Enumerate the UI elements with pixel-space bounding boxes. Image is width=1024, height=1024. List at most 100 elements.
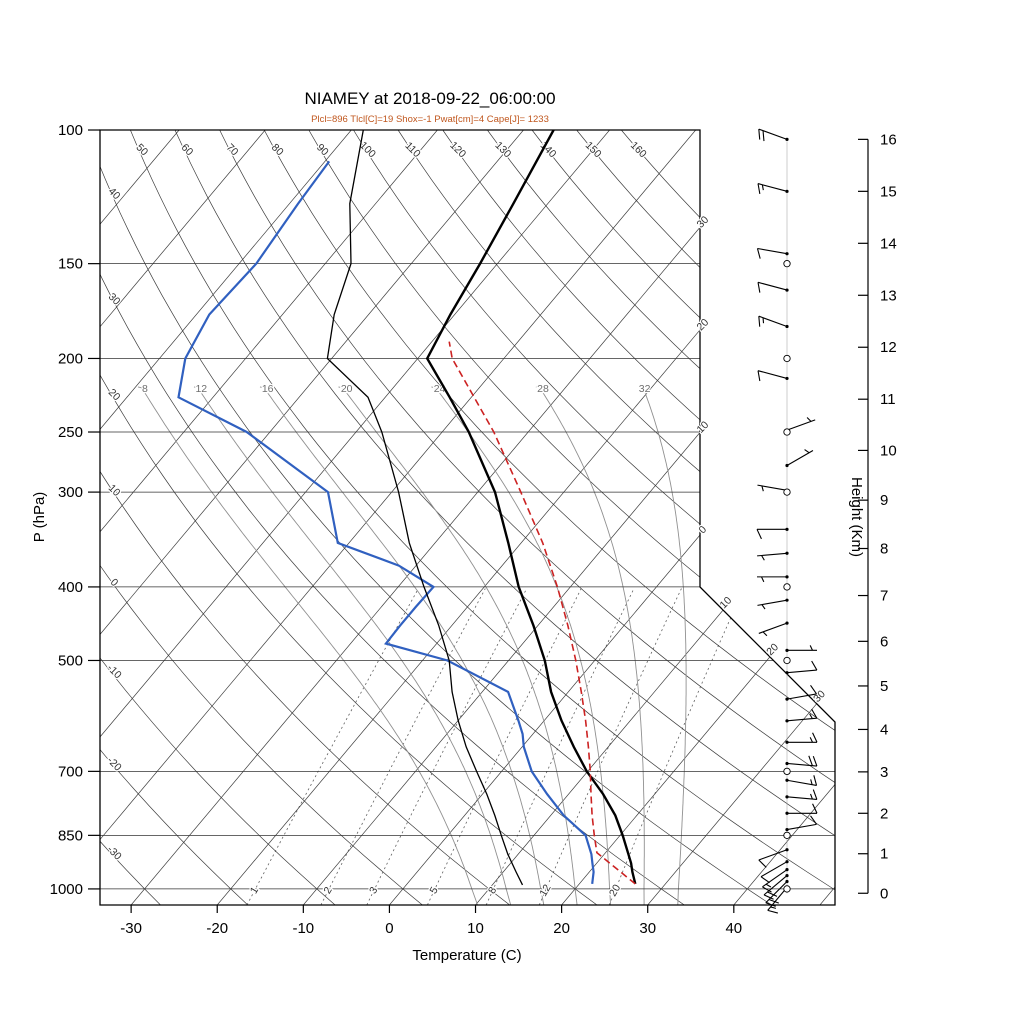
isotherm-lines-part: [100, 130, 266, 905]
mandatory-level-circle: [783, 885, 791, 893]
wind-barb: [757, 281, 788, 291]
wind-barb-column-part: [762, 886, 772, 893]
dry-adiabat-lines-part: [100, 130, 336, 905]
wind-barb-column-part: [810, 793, 813, 800]
temperature-tick-label: -20: [206, 920, 228, 937]
wind-barb-column-part: [804, 449, 810, 454]
wind-barb-column-part: [761, 485, 764, 492]
wind-barb-column-part: [758, 316, 761, 327]
dry-adiabat-lines-part: [398, 130, 835, 905]
wind-barb-column-part: [810, 815, 817, 825]
isotherm-lines-part: [100, 130, 438, 905]
height-tick-label: 11: [880, 391, 896, 408]
mixing-ratio-lines-part: [608, 588, 745, 905]
wind-barb-column-part: [757, 183, 761, 195]
background-labels-part: 10: [695, 419, 712, 436]
parcel-curve: [448, 341, 636, 885]
isotherm-lines-part: [561, 130, 835, 905]
pressure-tick-label: 400: [58, 579, 83, 596]
temperature-tick-label: 40: [725, 920, 742, 937]
temperature-tick-label: 10: [467, 920, 484, 937]
moist-adiabat-lines-part: [338, 386, 578, 905]
height-tick-label: 4: [880, 721, 888, 738]
moist-adiabat-lines-part: [137, 386, 479, 905]
dry-adiabat-lines-part: [130, 130, 835, 905]
background-labels-part: 32: [639, 383, 651, 395]
mandatory-level-circle: [783, 354, 791, 363]
height-tick-label: 10: [880, 442, 897, 459]
height-tick-label: 7: [880, 588, 888, 605]
background-labels-part: 40: [106, 185, 123, 202]
moist-adiabat-lines-part: [193, 386, 512, 905]
chart-title: NIAMEY at 2018-09-22_06:00:00: [304, 89, 555, 108]
wind-barb-column-part: [758, 859, 767, 868]
height-tick-label: 8: [880, 541, 888, 558]
pressure-tick-label: 250: [58, 424, 83, 441]
wind-barb-column-part: [812, 732, 818, 743]
dry-adiabat-lines-part: [532, 130, 835, 905]
wind-barb: [786, 693, 817, 700]
wind-barb-column-part: [761, 576, 765, 583]
wind-barb-column-part: [767, 909, 779, 914]
wind-barb: [760, 861, 788, 878]
plot-outline: [99, 129, 836, 906]
wind-barb-column-part: [809, 645, 813, 651]
pressure-tick-label: 300: [58, 484, 83, 501]
height-tick-label: 3: [880, 764, 888, 781]
wind-barb-column-part: [756, 529, 762, 540]
mixing-ratio-lines-part: [366, 588, 528, 905]
background-labels-part: 150: [583, 139, 604, 160]
height-tick-label: 5: [880, 678, 888, 695]
wind-barb-column: [756, 128, 818, 914]
wind-barb-column-part: [810, 779, 813, 785]
wind-barb-column-part: [762, 130, 765, 142]
background-labels-part: 10: [718, 594, 735, 611]
pressure-tick-label: 700: [58, 763, 83, 780]
secondary-curve: [326, 130, 524, 886]
mandatory-level-circle: [783, 259, 791, 268]
wind-barb-column-part: [765, 902, 776, 907]
isotherm-lines-part: [100, 130, 610, 905]
isotherm-lines-part: [100, 130, 696, 905]
temperature-tick-label: -30: [120, 920, 142, 937]
moist-adiabat-lines-part: [431, 386, 612, 905]
pressure-tick-label: 850: [58, 827, 83, 844]
wind-barb-column-part: [767, 891, 778, 897]
wind-barb: [786, 669, 817, 674]
height-tick-label: 1: [880, 846, 888, 863]
background-labels: 50 60 70 80 90 100 110 120 130 140 150 160403020100…: [103, 138, 829, 900]
wind-barb-column-part: [761, 555, 765, 561]
wind-barb-column-part: [768, 899, 780, 904]
dry-adiabat-lines-part: [100, 130, 423, 905]
background-labels-part: 3: [367, 885, 380, 896]
wind-barb-column-part: [809, 737, 813, 743]
height-tick-label: 6: [880, 633, 888, 650]
sounding-curves: [177, 130, 637, 886]
mandatory-level-circle: [783, 428, 791, 436]
isotherm-lines-part: [100, 130, 352, 905]
background-labels-part: 120: [447, 139, 468, 160]
mixing-ratio-lines-part: [320, 588, 486, 905]
chart-canvas: 50 60 70 80 90 100 110 120 130 140 150 160403020100…: [50, 122, 897, 937]
wind-barb-column-part: [812, 803, 818, 814]
wind-barb-column-part: [757, 282, 761, 293]
wind-barb-column-part: [813, 775, 818, 786]
wind-barb-column-part: [757, 370, 761, 382]
temperature-curve: [425, 130, 637, 885]
dry-adiabat-lines-part: [487, 130, 835, 905]
wind-barb: [786, 823, 817, 831]
plot-outline-part: [99, 129, 836, 906]
background-labels-part: -10: [105, 662, 124, 681]
pressure-tick-label: 200: [58, 350, 83, 367]
dry-adiabat-lines-part: [353, 130, 835, 905]
wind-barb-column-part: [765, 883, 772, 888]
height-tick-label: 16: [880, 131, 897, 148]
x-axis-title: Temperature (C): [412, 947, 521, 964]
background-labels-part: 110: [402, 140, 422, 160]
dry-adiabat-lines-part: [100, 130, 510, 905]
mandatory-level-circle: [783, 831, 791, 840]
wind-barb-column-part: [811, 660, 818, 671]
